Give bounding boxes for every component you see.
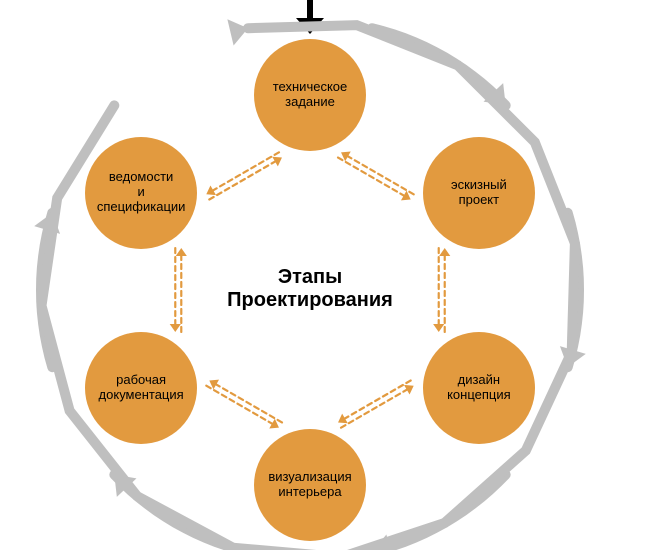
cycle-node-n5: ведомости и спецификации <box>85 137 197 249</box>
node-label: эскизный проект <box>451 178 507 208</box>
cycle-node-n2: дизайн концепция <box>423 332 535 444</box>
cycle-node-n3: визуализация интерьера <box>254 429 366 541</box>
node-label: техническое задание <box>273 80 348 110</box>
diagram-stage: Этапы Проектирования техническое задание… <box>0 0 667 550</box>
cycle-node-n4: рабочая документация <box>85 332 197 444</box>
node-label: визуализация интерьера <box>268 470 351 500</box>
node-label: рабочая документация <box>99 373 184 403</box>
cycle-node-n0: техническое задание <box>254 39 366 151</box>
node-label: ведомости и спецификации <box>97 170 186 215</box>
node-label: дизайн концепция <box>447 373 511 403</box>
center-title: Этапы Проектирования <box>190 266 430 312</box>
cycle-node-n1: эскизный проект <box>423 137 535 249</box>
